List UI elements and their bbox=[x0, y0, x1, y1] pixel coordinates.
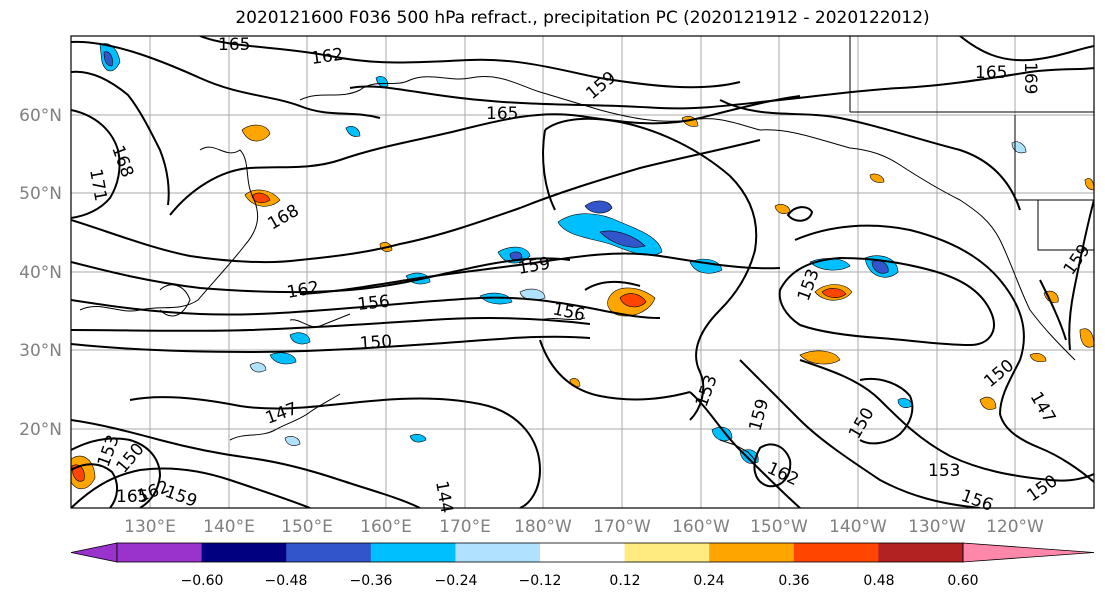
longitude-label: 140°E bbox=[203, 517, 255, 537]
contour-label: 153 bbox=[928, 461, 960, 481]
longitude-label: 160°W bbox=[672, 517, 730, 537]
longitude-label: 150°W bbox=[750, 517, 808, 537]
colorbar-tick-label: 0.36 bbox=[778, 573, 809, 589]
colorbar-segment bbox=[793, 543, 879, 562]
contour-label: 165 bbox=[486, 104, 518, 124]
latitude-label: 30°N bbox=[19, 341, 62, 361]
colorbar-tick-label: 0.48 bbox=[863, 573, 894, 589]
colorbar-segment bbox=[370, 543, 456, 562]
contour-label: 165 bbox=[975, 63, 1007, 83]
latitude-label: 50°N bbox=[19, 184, 62, 204]
colorbar-tick-label: 0.24 bbox=[693, 573, 724, 589]
colorbar-extend-low bbox=[70, 542, 118, 563]
map-frame bbox=[70, 35, 1095, 509]
longitude-label: 170°W bbox=[593, 517, 651, 537]
longitude-label: 180°W bbox=[514, 517, 572, 537]
colorbar-segment bbox=[455, 543, 541, 562]
colorbar-segment bbox=[117, 543, 203, 562]
longitude-label: 120°W bbox=[986, 517, 1044, 537]
colorbar-segment bbox=[624, 543, 710, 562]
map-title: 2020121600 F036 500 hPa refract., precip… bbox=[235, 8, 930, 28]
colorbar-segment bbox=[201, 543, 287, 562]
contour-label: 169 bbox=[1020, 62, 1040, 94]
map-gridlines bbox=[71, 36, 1094, 508]
longitude-labels: 130°E 140°E 150°E 160°E 170°E 180°W 170°… bbox=[124, 517, 1044, 537]
longitude-label: 130°W bbox=[908, 517, 966, 537]
colorbar-tick-label: −0.60 bbox=[181, 573, 224, 589]
latitude-labels: 60°N 50°N 40°N 30°N 20°N bbox=[19, 106, 62, 440]
colorbar-tick-label: −0.24 bbox=[435, 573, 478, 589]
latitude-label: 20°N bbox=[19, 420, 62, 440]
longitude-label: 170°E bbox=[439, 517, 491, 537]
longitude-label: 150°E bbox=[281, 517, 333, 537]
colorbar-tick-label: −0.36 bbox=[350, 573, 393, 589]
colorbar-tick-label: −0.12 bbox=[519, 573, 562, 589]
colorbar-frame bbox=[116, 542, 964, 563]
contour-lines bbox=[71, 36, 1094, 508]
longitude-label: 130°E bbox=[124, 517, 176, 537]
colorbar-tick-label: 0.12 bbox=[609, 573, 640, 589]
colorbar-segment bbox=[286, 543, 372, 562]
contour-label: 165 bbox=[218, 35, 250, 55]
longitude-label: 140°W bbox=[829, 517, 887, 537]
colorbar-ticks: −0.60 −0.48 −0.36 −0.24 −0.12 0.12 0.24 … bbox=[181, 573, 979, 589]
contour-label: 150 bbox=[359, 332, 393, 354]
latitude-label: 40°N bbox=[19, 263, 62, 283]
colorbar-tick-label: 0.60 bbox=[947, 573, 978, 589]
contour-label: 156 bbox=[356, 292, 390, 315]
colorbar-extend-high bbox=[962, 542, 1095, 563]
longitude-label: 160°E bbox=[360, 517, 412, 537]
contour-label: 144 bbox=[431, 479, 456, 514]
colorbar-segment bbox=[540, 543, 626, 562]
colorbar-tick-label: −0.48 bbox=[265, 573, 308, 589]
latitude-label: 60°N bbox=[19, 106, 62, 126]
colorbar-segment bbox=[709, 543, 795, 562]
colorbar-segment bbox=[878, 543, 964, 562]
contour-label: 162 bbox=[310, 45, 345, 69]
colorbar bbox=[70, 542, 1095, 563]
contour-label: 165 bbox=[116, 487, 148, 507]
